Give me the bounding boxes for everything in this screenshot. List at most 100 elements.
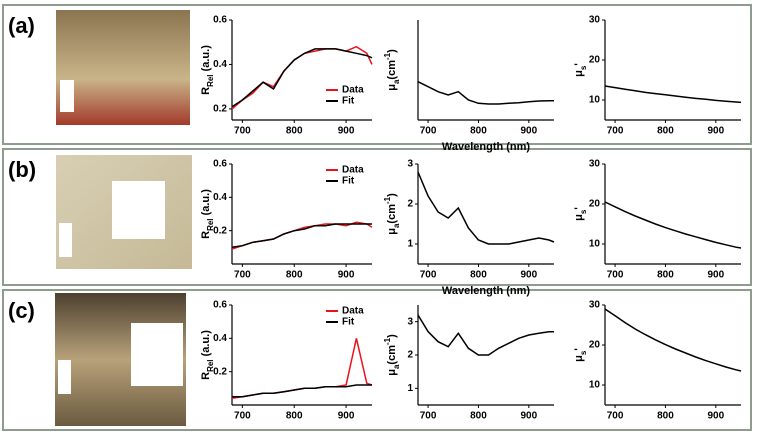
panel-label: (b) [8, 157, 36, 182]
y-axis-label: μa(cm-1) [383, 193, 401, 235]
x-axis-label: Wavelength (nm) [442, 141, 531, 153]
row-frame [2, 289, 752, 431]
series-line [231, 221, 373, 250]
y-axis-label-part: (cm [386, 204, 398, 224]
series-line [231, 48, 373, 108]
y-axis-label-part: μ [573, 70, 585, 77]
y-tick-label: 10 [589, 239, 601, 250]
y-axis-label-part: R [200, 87, 212, 95]
x-tick-label: 700 [607, 411, 624, 422]
y-axis-label: μa(cm-1) [383, 49, 401, 91]
y-axis-label-part: μ [573, 355, 585, 362]
y-tick-label: 0.4 [213, 59, 227, 70]
x-tick-label: 800 [286, 270, 303, 281]
y-axis-label: RRel (a.u.) [200, 330, 215, 380]
x-tick-label: 800 [657, 126, 674, 137]
y-axis-label-part: a [392, 223, 401, 228]
y-axis-label-part: a [392, 79, 401, 84]
y-tick-label: 1 [407, 383, 413, 394]
x-tick-label: 800 [470, 411, 487, 422]
x-tick-label: 800 [470, 126, 487, 137]
x-tick-label: 900 [520, 270, 537, 281]
y-axis-label-part: ' [573, 207, 585, 210]
scale-bar [59, 223, 72, 257]
y-axis-label: RRel (a.u.) [200, 45, 215, 95]
y-tick-label: 3 [407, 316, 413, 327]
y-axis-label: μs' [573, 348, 588, 362]
photo [56, 10, 190, 125]
y-axis-label-part: -1 [383, 196, 392, 204]
y-axis-label-part: ) [386, 193, 398, 197]
y-tick-label: 10 [589, 95, 601, 106]
x-tick-label: 900 [707, 126, 724, 137]
x-tick-label: 700 [607, 126, 624, 137]
x-tick-label: 800 [286, 411, 303, 422]
y-tick-label: 0.6 [213, 159, 227, 170]
x-tick-label: 900 [520, 411, 537, 422]
y-tick-label: 0.2 [213, 225, 227, 236]
x-tick-label: 700 [234, 270, 251, 281]
x-axis-label: Wavelength (nm) [442, 285, 531, 297]
y-tick-label: 0.6 [213, 300, 227, 311]
y-axis-label-part: R [200, 372, 212, 380]
y-tick-label: 3 [407, 159, 413, 170]
y-axis-label: μs' [573, 207, 588, 221]
y-axis-label: μs' [573, 63, 588, 77]
y-axis-label-part: ' [573, 63, 585, 66]
y-axis-label-part: Rel [206, 74, 215, 86]
row-frame [2, 148, 752, 286]
inset [112, 181, 165, 239]
x-tick-label: 900 [338, 126, 355, 137]
y-tick-label: 10 [589, 380, 601, 391]
series-line [604, 85, 742, 104]
y-axis-label-part: Rel [206, 359, 215, 371]
y-tick-label: 0.4 [213, 333, 227, 344]
scale-bar [60, 80, 74, 112]
y-tick-label: 20 [589, 340, 601, 351]
x-tick-label: 700 [420, 270, 437, 281]
y-axis-label-part: (cm [386, 345, 398, 365]
x-tick-label: 700 [234, 411, 251, 422]
x-tick-label: 800 [286, 126, 303, 137]
x-tick-label: 900 [338, 270, 355, 281]
y-tick-label: 30 [589, 15, 601, 26]
x-tick-label: 900 [707, 411, 724, 422]
y-axis-label: RRel (a.u.) [200, 189, 215, 239]
x-tick-label: 900 [707, 270, 724, 281]
scale-bar [58, 360, 71, 394]
x-tick-label: 800 [657, 270, 674, 281]
y-tick-label: 30 [589, 300, 601, 311]
series-line [417, 314, 554, 356]
y-axis-label-part: (cm [386, 60, 398, 80]
x-tick-label: 800 [470, 270, 487, 281]
y-axis-label-part: μ [386, 228, 398, 235]
panel-label: (a) [8, 13, 35, 38]
y-axis-label-part: a [392, 364, 401, 369]
y-tick-label: 2 [407, 350, 413, 361]
rows [2, 4, 752, 431]
series-line [232, 384, 372, 398]
y-tick-label: 30 [589, 159, 601, 170]
series-line [417, 81, 554, 105]
panel-label: (c) [8, 298, 35, 323]
series-line [417, 171, 555, 245]
y-tick-label: 0.4 [213, 192, 227, 203]
inset [131, 323, 183, 386]
series-line [604, 201, 742, 249]
y-axis-label-part: s [579, 350, 588, 355]
y-tick-label: 20 [589, 199, 601, 210]
y-axis-label-part: s [579, 209, 588, 214]
series-line [231, 223, 372, 249]
y-axis-label-part: Rel [206, 218, 215, 230]
y-axis-label-part: μ [386, 369, 398, 376]
y-tick-label: 2 [407, 199, 413, 210]
legend-label: Data [342, 85, 364, 96]
y-axis-label-part: R [200, 231, 212, 239]
x-tick-label: 800 [657, 411, 674, 422]
x-tick-label: 700 [607, 270, 624, 281]
y-axis-label-part: (a.u.) [200, 189, 212, 219]
y-axis-label-part: -1 [383, 337, 392, 345]
x-tick-label: 700 [420, 126, 437, 137]
y-tick-label: 1 [407, 239, 413, 250]
